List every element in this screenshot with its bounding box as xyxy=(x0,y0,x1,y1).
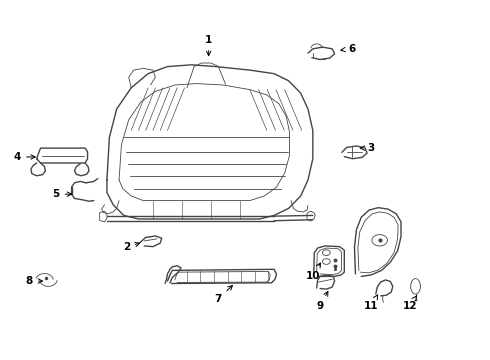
Text: 9: 9 xyxy=(317,292,328,311)
Text: 12: 12 xyxy=(402,296,417,311)
Text: 7: 7 xyxy=(215,285,232,304)
Text: 10: 10 xyxy=(306,263,320,281)
Text: 1: 1 xyxy=(205,35,212,56)
Text: 11: 11 xyxy=(364,295,378,311)
Text: 2: 2 xyxy=(122,242,140,252)
Text: 5: 5 xyxy=(52,189,72,199)
Text: 6: 6 xyxy=(341,44,355,54)
Text: 4: 4 xyxy=(14,152,35,162)
Text: 8: 8 xyxy=(26,276,43,286)
Text: 3: 3 xyxy=(360,143,374,153)
